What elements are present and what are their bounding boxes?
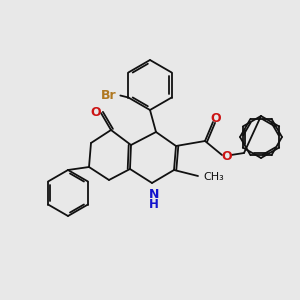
Text: H: H: [149, 199, 159, 212]
Text: O: O: [211, 112, 221, 125]
Text: O: O: [222, 149, 232, 163]
Text: CH₃: CH₃: [203, 172, 224, 182]
Text: N: N: [149, 188, 159, 202]
Text: Br: Br: [100, 89, 116, 102]
Text: O: O: [91, 106, 101, 118]
